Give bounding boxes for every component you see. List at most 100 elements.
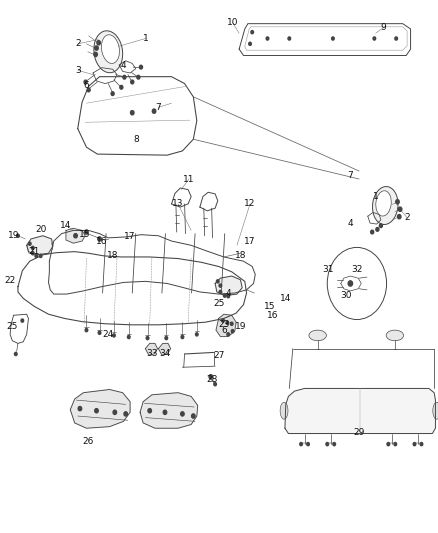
Circle shape bbox=[412, 442, 415, 446]
Circle shape bbox=[378, 224, 381, 228]
Polygon shape bbox=[145, 343, 157, 355]
Circle shape bbox=[219, 284, 221, 287]
Text: 15: 15 bbox=[78, 230, 90, 239]
Circle shape bbox=[370, 230, 373, 234]
Circle shape bbox=[130, 111, 134, 115]
Ellipse shape bbox=[101, 35, 119, 63]
Text: 6: 6 bbox=[83, 80, 89, 90]
Text: 16: 16 bbox=[96, 237, 107, 246]
Text: 14: 14 bbox=[279, 294, 291, 303]
Circle shape bbox=[123, 75, 126, 79]
Text: 14: 14 bbox=[60, 221, 71, 230]
Circle shape bbox=[137, 75, 140, 79]
Circle shape bbox=[28, 242, 31, 245]
Circle shape bbox=[95, 46, 98, 50]
Circle shape bbox=[32, 252, 34, 255]
Polygon shape bbox=[66, 228, 85, 243]
Text: 22: 22 bbox=[4, 276, 16, 285]
Circle shape bbox=[331, 37, 333, 40]
Text: 3: 3 bbox=[75, 66, 81, 75]
Circle shape bbox=[213, 383, 216, 386]
Circle shape bbox=[306, 442, 309, 446]
Circle shape bbox=[94, 52, 97, 56]
Circle shape bbox=[396, 215, 400, 219]
Text: 32: 32 bbox=[350, 265, 362, 274]
Text: 25: 25 bbox=[212, 299, 224, 308]
Circle shape bbox=[148, 409, 151, 413]
Text: 4: 4 bbox=[225, 288, 230, 297]
Polygon shape bbox=[27, 236, 53, 255]
Circle shape bbox=[98, 237, 101, 241]
Text: 27: 27 bbox=[213, 351, 225, 360]
Text: 17: 17 bbox=[244, 237, 255, 246]
Circle shape bbox=[223, 294, 226, 297]
Circle shape bbox=[181, 335, 184, 338]
Circle shape bbox=[226, 321, 228, 324]
Polygon shape bbox=[70, 390, 130, 428]
Circle shape bbox=[120, 85, 123, 89]
Text: 33: 33 bbox=[146, 349, 157, 358]
Text: 2: 2 bbox=[75, 39, 80, 49]
Circle shape bbox=[32, 246, 34, 249]
Text: 16: 16 bbox=[266, 311, 278, 320]
Circle shape bbox=[78, 407, 81, 411]
Text: 34: 34 bbox=[159, 349, 170, 358]
Circle shape bbox=[216, 280, 219, 283]
Polygon shape bbox=[215, 314, 236, 336]
Circle shape bbox=[87, 88, 90, 92]
Circle shape bbox=[74, 233, 77, 238]
Circle shape bbox=[419, 442, 422, 446]
Circle shape bbox=[113, 334, 115, 337]
Text: 9: 9 bbox=[379, 23, 385, 33]
Circle shape bbox=[98, 331, 101, 334]
Circle shape bbox=[97, 41, 100, 45]
Circle shape bbox=[287, 37, 290, 40]
Text: 30: 30 bbox=[339, 291, 351, 300]
Circle shape bbox=[146, 336, 148, 340]
Text: 4: 4 bbox=[120, 61, 126, 69]
Text: 4: 4 bbox=[347, 219, 353, 228]
Circle shape bbox=[347, 281, 352, 286]
Circle shape bbox=[139, 65, 142, 69]
Text: 8: 8 bbox=[134, 135, 139, 144]
Circle shape bbox=[165, 336, 167, 340]
Circle shape bbox=[152, 109, 155, 114]
Circle shape bbox=[332, 442, 335, 446]
Circle shape bbox=[226, 295, 229, 298]
Polygon shape bbox=[215, 276, 242, 296]
Text: 26: 26 bbox=[82, 437, 93, 446]
Circle shape bbox=[95, 409, 98, 413]
Circle shape bbox=[131, 80, 134, 84]
Circle shape bbox=[375, 228, 378, 231]
Ellipse shape bbox=[308, 330, 325, 341]
Ellipse shape bbox=[372, 187, 397, 224]
Text: 1: 1 bbox=[372, 192, 378, 201]
Text: 19: 19 bbox=[234, 322, 246, 332]
Text: 1: 1 bbox=[142, 34, 148, 43]
Circle shape bbox=[265, 37, 268, 40]
Circle shape bbox=[195, 333, 198, 336]
Text: 18: 18 bbox=[234, 252, 246, 261]
Circle shape bbox=[17, 234, 19, 237]
Circle shape bbox=[163, 410, 166, 415]
Text: 23: 23 bbox=[218, 320, 229, 329]
Circle shape bbox=[395, 200, 398, 204]
Text: 10: 10 bbox=[226, 18, 238, 27]
Circle shape bbox=[111, 92, 114, 95]
Text: 31: 31 bbox=[321, 265, 333, 274]
Text: 12: 12 bbox=[244, 199, 255, 208]
Text: 11: 11 bbox=[183, 174, 194, 183]
Text: 24: 24 bbox=[102, 330, 113, 339]
Text: 7: 7 bbox=[155, 103, 161, 112]
Ellipse shape bbox=[279, 402, 287, 419]
Circle shape bbox=[394, 37, 396, 40]
Circle shape bbox=[386, 442, 389, 446]
Circle shape bbox=[39, 254, 42, 257]
Circle shape bbox=[208, 375, 212, 379]
Circle shape bbox=[372, 37, 375, 40]
Circle shape bbox=[84, 80, 87, 84]
Circle shape bbox=[35, 254, 38, 257]
Text: 2: 2 bbox=[403, 213, 409, 222]
Circle shape bbox=[393, 442, 396, 446]
Circle shape bbox=[251, 30, 253, 34]
